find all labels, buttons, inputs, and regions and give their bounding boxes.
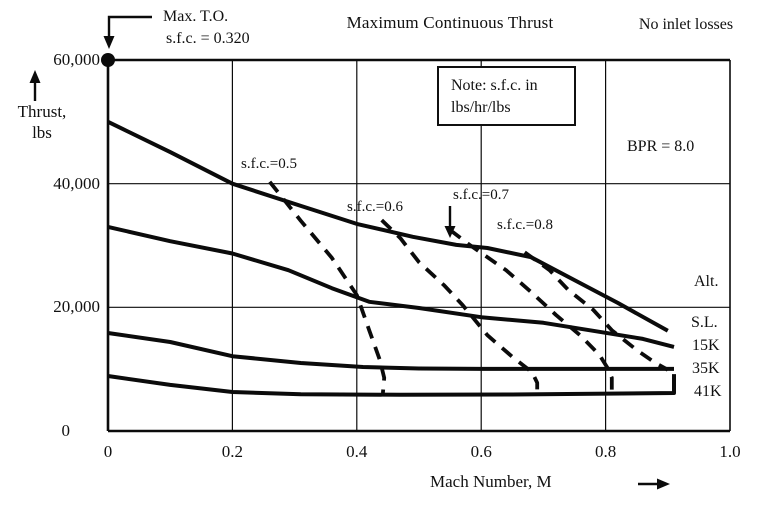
sfc-0p6-label: s.f.c.=0.6 [347, 199, 403, 215]
curve-label-35k: 35K [692, 360, 720, 377]
bypass-ratio-label: BPR = 8.0 [627, 138, 695, 155]
y-tick-label: 40,000 [53, 173, 100, 193]
sfc-contour-sfc06 [380, 218, 540, 393]
x-tick-label: 1.0 [719, 442, 741, 461]
x-axis-label: Mach Number, M [430, 472, 552, 491]
altitude-column-header: Alt. [694, 273, 719, 290]
sfc-contour-sfc07 [448, 228, 614, 393]
max-takeoff-annotation-line2: s.f.c. = 0.320 [166, 30, 250, 47]
sfc-contour-sfc08 [523, 250, 669, 372]
note-box-line2: lbs/hr/lbs [451, 99, 511, 116]
max-takeoff-point-dot [101, 53, 115, 67]
chart-title: Maximum Continuous Thrust [346, 13, 554, 32]
x-tick-label: 0.2 [221, 442, 244, 461]
sfc-units-note-box: Note: s.f.c. in lbs/hr/lbs [437, 66, 576, 126]
sfc-contour-sfc05 [268, 180, 387, 394]
y-tick-label: 60,000 [53, 50, 100, 69]
curve-label-sea-level: S.L. [691, 314, 718, 331]
sfc-0p7-pointer-arrow-icon [444, 226, 456, 238]
sfc-0p5-label: s.f.c.=0.5 [241, 156, 297, 172]
note-box-line1: Note: s.f.c. in [451, 77, 538, 94]
y-axis-arrow-head-icon [29, 70, 41, 83]
altitude-curve-41k [107, 374, 676, 397]
x-tick-label: 0.4 [346, 442, 368, 461]
y-tick-label: 0 [61, 421, 71, 440]
y-tick-label: 20,000 [53, 297, 100, 317]
max-takeoff-arrow-line [107, 15, 152, 37]
y-axis-label-line1: Thrust, [17, 102, 67, 121]
max-takeoff-annotation-line1: Max. T.O. [163, 8, 229, 25]
x-tick-label: 0.6 [470, 442, 492, 461]
sfc-0p8-label: s.f.c.=0.8 [497, 217, 553, 233]
altitude-curve-sl [107, 120, 669, 333]
x-axis-arrow-head-icon [657, 478, 670, 490]
sfc-0p7-label: s.f.c.=0.7 [453, 187, 509, 203]
curve-label-15k: 15K [692, 337, 720, 354]
x-tick-label: 0 [103, 442, 113, 461]
curve-label-41k: 41K [694, 383, 722, 400]
altitude-curve-35k [107, 331, 674, 371]
y-axis-label-line2: lbs [32, 123, 52, 142]
max-takeoff-arrow-head-icon [103, 36, 115, 49]
no-inlet-losses-note: No inlet losses [638, 16, 734, 33]
altitude-curve-15k [107, 224, 675, 349]
x-tick-label: 0.8 [594, 442, 617, 461]
